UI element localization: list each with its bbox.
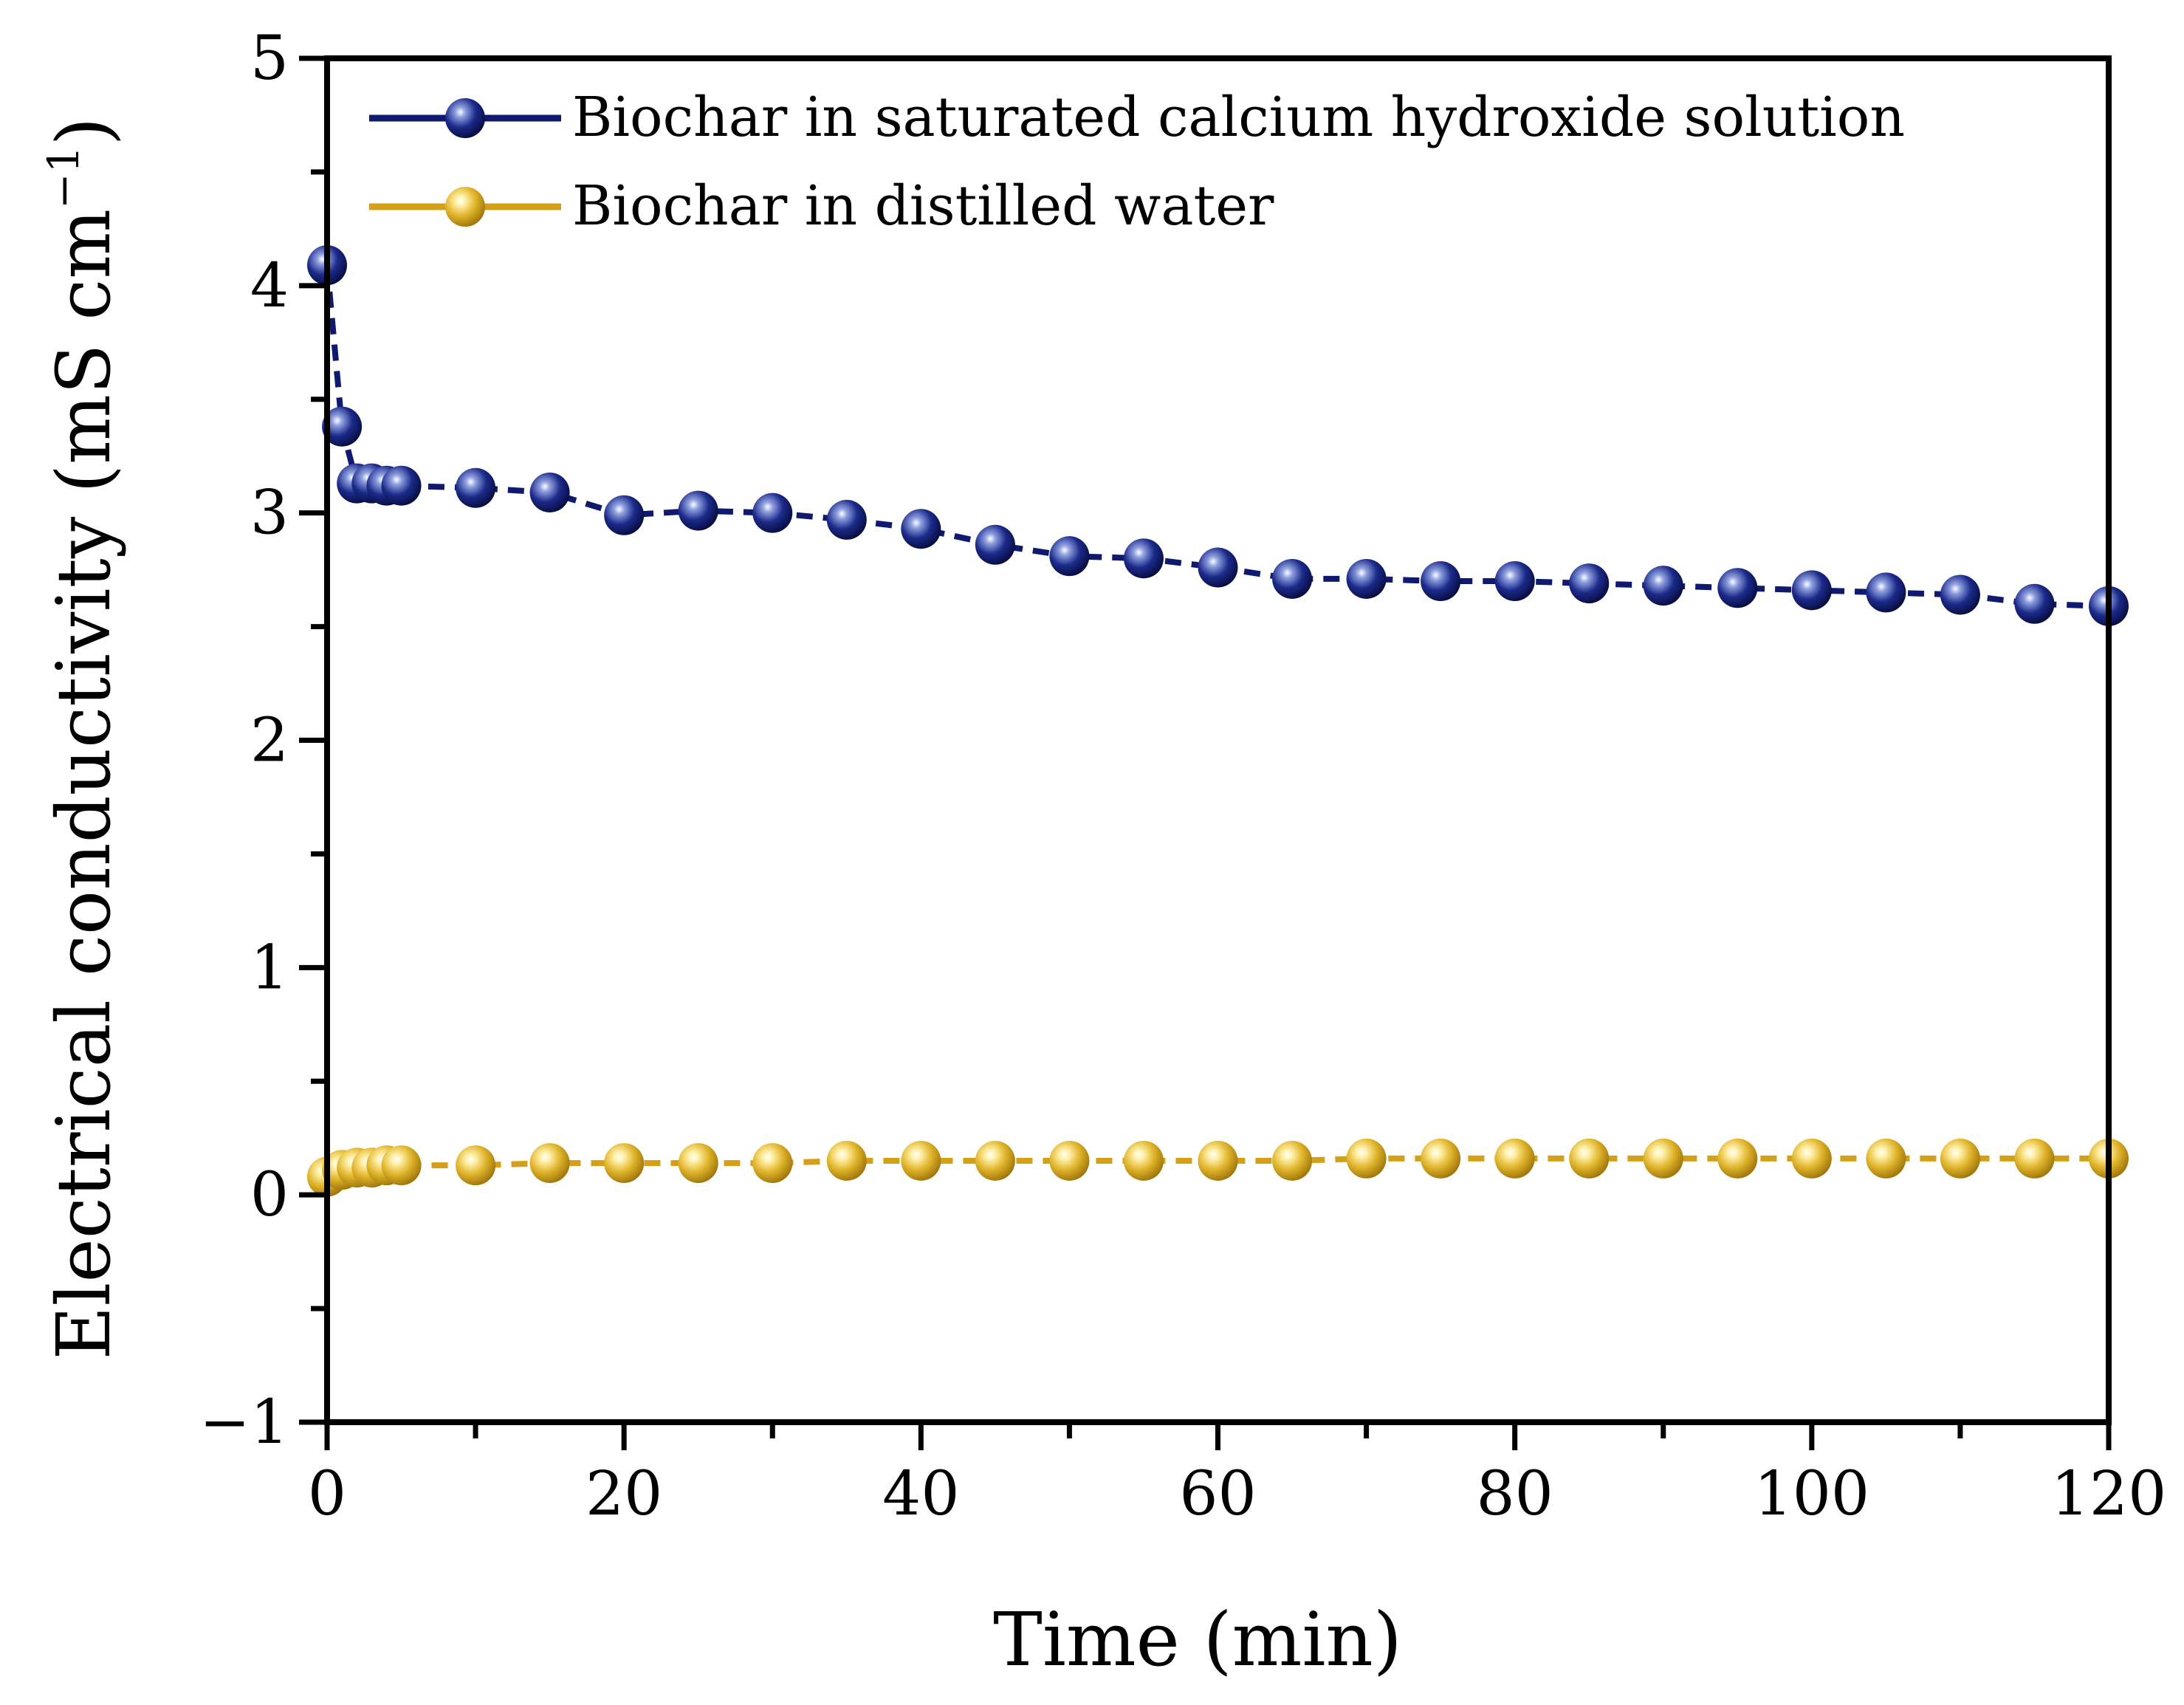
data-point [1049,536,1090,577]
data-point [1569,563,1610,604]
data-point [1791,570,1832,611]
data-point [1717,1138,1758,1179]
data-point [1123,538,1164,579]
legend-label-calcium-hydroxide: Biochar in saturated calcium hydroxide s… [572,86,1905,149]
y-tick-label: 2 [250,706,289,776]
x-tick-label: 120 [2051,1459,2167,1529]
y-tick-label: 3 [250,478,289,549]
data-point [322,406,363,447]
data-point [1272,558,1313,599]
y-axis-title-main: Electrical conductivity (mS cm [41,209,127,1360]
data-point [1866,1138,1906,1179]
y-tick-label: −1 [199,1387,289,1458]
data-point [1494,1138,1535,1179]
data-point [901,1140,941,1181]
axes: −1 0 1 2 3 4 5 0 20 40 60 80 100 120 [199,24,2166,1529]
data-point [901,509,941,549]
data-point [1569,1138,1610,1179]
series-0 [307,245,2129,626]
x-axis-title: Time (min) [993,1596,1402,1683]
legend-label-distilled-water: Biochar in distilled water [572,174,1274,238]
x-tick-label: 100 [1754,1459,1870,1529]
x-tick-label: 0 [308,1459,346,1529]
data-point [1940,574,1980,615]
data-point [604,495,645,535]
data-point [529,1143,570,1184]
y-tick-label: 0 [250,1160,289,1230]
y-tick-label: 1 [250,933,289,1003]
series-1 [307,1138,2129,1197]
x-tick-label: 60 [1179,1459,1256,1529]
data-point [381,465,422,506]
data-point [1198,547,1238,588]
plot-frame [324,55,2112,1425]
data-point [456,467,496,508]
legend: Biochar in saturated calcium hydroxide s… [369,86,1905,238]
legend-entry-distilled-water: Biochar in distilled water [369,174,1274,238]
data-point [1643,1138,1683,1179]
data-point [1643,566,1683,606]
data-point [826,1140,867,1181]
x-tick-label: 20 [586,1459,662,1529]
data-point [529,472,570,512]
data-point [1049,1140,1090,1181]
legend-entry-calcium-hydroxide: Biochar in saturated calcium hydroxide s… [369,86,1905,149]
x-tick-label: 40 [882,1459,959,1529]
data-point [975,1140,1015,1181]
data-point [604,1143,645,1184]
data-point [1272,1140,1313,1181]
plot-series [307,245,2129,1197]
data-point [381,1145,422,1186]
x-tick-label: 80 [1476,1459,1553,1529]
data-point [1866,572,1906,613]
data-point [1717,568,1758,608]
data-point [1198,1140,1238,1181]
data-point [1346,1138,1387,1179]
y-axis-title: Electrical conductivity (mS cm−1) [38,117,127,1359]
y-axis-title-superscript: −1 [38,145,89,209]
data-point [1123,1140,1164,1181]
data-point [975,524,1015,565]
legend-marker-calcium-hydroxide [445,98,485,138]
data-point [752,1143,793,1184]
y-tick-label: 5 [250,24,289,94]
y-axis-title-close: ) [41,117,127,145]
data-point [1346,558,1387,599]
legend-marker-distilled-water [445,187,485,227]
data-point [752,493,793,533]
data-point [456,1145,496,1186]
data-point [1421,561,1461,602]
data-point [678,1143,718,1184]
data-point [1421,1138,1461,1179]
data-point [2014,1138,2055,1179]
data-point [678,490,718,531]
y-tick-label: 4 [250,251,289,321]
data-point [826,499,867,540]
data-point [2014,583,2055,624]
series-line [326,1155,2109,1180]
data-point [1940,1138,1980,1179]
data-point [1791,1138,1832,1179]
data-point [1494,561,1535,602]
